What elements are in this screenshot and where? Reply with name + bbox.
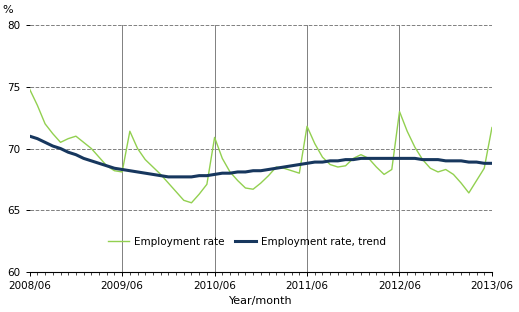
- Employment rate, trend: [489, 161, 495, 165]
- Employment rate: [134, 147, 141, 150]
- Employment rate: [26, 87, 33, 91]
- Employment rate, trend: [435, 158, 441, 162]
- Employment rate, trend: [119, 168, 125, 171]
- Text: %: %: [2, 5, 12, 15]
- Line: Employment rate: Employment rate: [30, 89, 492, 203]
- Employment rate, trend: [134, 170, 141, 174]
- Employment rate, trend: [196, 174, 202, 178]
- Employment rate: [281, 166, 287, 170]
- X-axis label: Year/month: Year/month: [229, 296, 293, 306]
- Employment rate: [188, 201, 195, 205]
- Employment rate, trend: [311, 160, 318, 164]
- Employment rate: [489, 126, 495, 129]
- Employment rate: [196, 192, 202, 196]
- Employment rate: [435, 170, 441, 174]
- Employment rate: [119, 170, 125, 174]
- Line: Employment rate, trend: Employment rate, trend: [30, 136, 492, 177]
- Employment rate, trend: [281, 165, 287, 169]
- Employment rate, trend: [26, 134, 33, 138]
- Employment rate: [311, 142, 318, 145]
- Legend: Employment rate, Employment rate, trend: Employment rate, Employment rate, trend: [108, 237, 386, 247]
- Employment rate, trend: [165, 175, 171, 179]
